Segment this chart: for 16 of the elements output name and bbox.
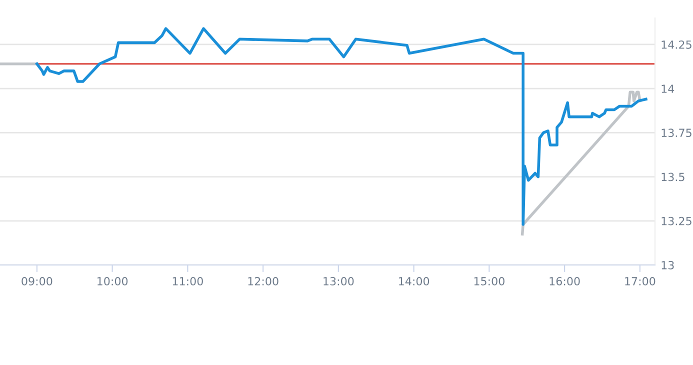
x-tick-label: 16:00: [550, 277, 580, 286]
x-tick-label: 11:00: [172, 277, 203, 286]
x-tick-label: 17:00: [625, 277, 656, 286]
y-tick-label: 13.75: [662, 128, 692, 138]
y-tick-label: 14.25: [662, 40, 692, 49]
y-tick-label: 13.5: [662, 172, 684, 182]
x-tick-label: 10:00: [98, 277, 128, 286]
x-tick-label: 13:00: [324, 277, 354, 286]
y-tick-label: 13: [662, 260, 674, 270]
y-tick-label: 14: [662, 84, 674, 93]
x-tick-label: 14:00: [399, 277, 430, 286]
y-tick-label: 13.25: [662, 216, 692, 226]
x-tick-label: 09:00: [22, 277, 52, 286]
x-tick-label: 15:00: [474, 277, 504, 286]
x-tick-label: 12:00: [248, 277, 278, 286]
line-series: [36, 27, 648, 226]
